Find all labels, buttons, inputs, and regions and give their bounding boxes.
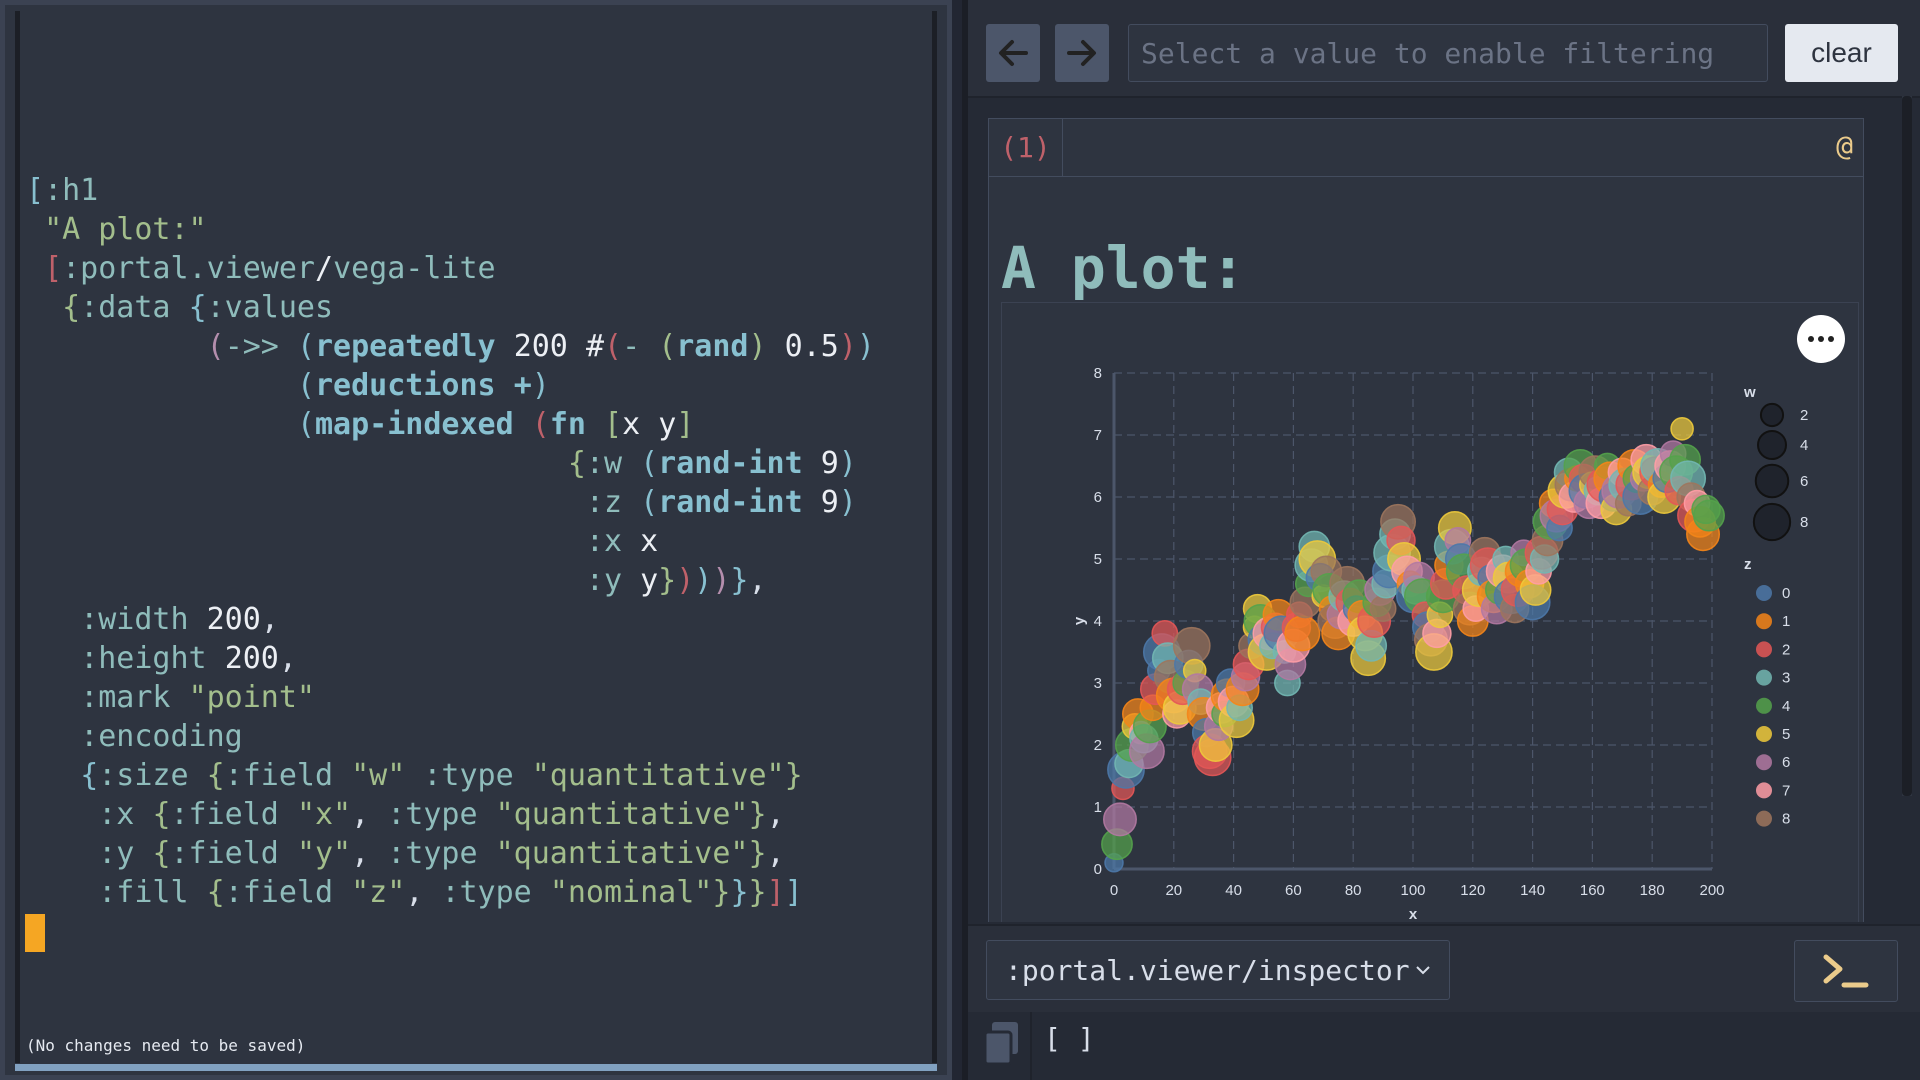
mode-line (15, 1064, 937, 1071)
y-tick-label: 0 (1094, 861, 1102, 878)
x-tick-label: 20 (1165, 882, 1182, 899)
color-legend-label: 3 (1782, 670, 1790, 687)
chart-canvas: 0 20 40 60 80 100 120 140 160 180 200012345678xyw2… (1071, 365, 1808, 922)
size-legend-label: 4 (1800, 437, 1808, 454)
clear-button[interactable]: clear (1785, 24, 1898, 82)
more-dots-icon (1808, 336, 1814, 342)
arrow-right-icon (1067, 40, 1096, 66)
color-legend-title: z (1744, 556, 1752, 573)
portal-toolbar: clear (968, 0, 1920, 98)
forward-button[interactable] (1055, 24, 1109, 82)
color-legend-symbol (1756, 697, 1772, 714)
color-legend-label: 0 (1782, 585, 1790, 602)
color-legend-symbol (1756, 726, 1772, 742)
copy-icon[interactable] (982, 1020, 1022, 1068)
x-tick-label: 40 (1225, 882, 1242, 899)
portal-panel: clear (1) @ A plot: 02040608010012014016… (962, 0, 1920, 1080)
vega-lite-chart: 0 20 40 60 80 100 120 140 160 180 200 0 1 2 3 4 5 6 7 8 x y w 2… (1001, 302, 1859, 922)
color-legend-symbol (1756, 585, 1772, 601)
y-tick-label: 6 (1094, 489, 1102, 506)
x-tick-label: 200 (1699, 882, 1724, 899)
scatter-point (1369, 595, 1397, 623)
color-legend-symbol (1756, 641, 1772, 658)
code-editor-pane[interactable]: [:h1 "A plot:" [:portal.viewer/vega-lite… (0, 0, 952, 1080)
chart-actions-menu-button[interactable] (1797, 315, 1845, 363)
size-legend-symbol (1754, 463, 1790, 499)
x-tick-label: 60 (1285, 882, 1302, 899)
y-tick-label: 4 (1094, 613, 1102, 630)
y-tick-label: 2 (1094, 737, 1102, 754)
y-tick-label: 1 (1094, 799, 1102, 816)
y-tick-label: 8 (1094, 365, 1102, 382)
y-axis-title: y (1071, 616, 1088, 625)
size-legend-title: w (1743, 384, 1756, 401)
scatter-point (1670, 416, 1694, 441)
x-tick-label: 180 (1640, 882, 1665, 899)
color-legend-label: 6 (1782, 754, 1790, 771)
page-title: A plot: (1001, 234, 1246, 302)
selection-status-row: [ ] (968, 1012, 1920, 1080)
x-tick-label: 120 (1460, 882, 1485, 899)
color-legend-symbol (1756, 782, 1772, 799)
x-tick-label: 140 (1520, 882, 1545, 899)
size-legend-symbol (1757, 430, 1787, 460)
color-legend-label: 8 (1782, 811, 1790, 828)
scrollbar-thumb[interactable] (1902, 96, 1912, 796)
x-tick-label: 0 (1110, 882, 1118, 899)
arrow-left-icon (999, 40, 1028, 66)
size-legend-label: 6 (1800, 473, 1808, 490)
x-tick-label: 100 (1400, 882, 1425, 899)
color-legend-symbol (1756, 754, 1772, 771)
size-legend-label: 2 (1800, 407, 1808, 424)
card-index-label[interactable]: (1) (989, 119, 1063, 176)
color-legend-symbol (1756, 810, 1772, 827)
scatter-point (1693, 499, 1725, 532)
size-legend-symbol (1759, 402, 1785, 428)
card-header: (1) @ (989, 119, 1863, 177)
y-tick-label: 5 (1094, 551, 1102, 568)
y-tick-label: 7 (1094, 427, 1102, 444)
divider (1030, 1012, 1032, 1080)
x-axis-title: x (1409, 906, 1418, 922)
color-legend-symbol (1756, 613, 1772, 630)
back-button[interactable] (986, 24, 1040, 82)
viewer-select-bar: :portal.viewer/inspector (968, 924, 1920, 1014)
viewer-select-value: :portal.viewer/inspector (1005, 953, 1410, 987)
color-legend-label: 1 (1782, 613, 1790, 630)
scatter-point (1284, 615, 1321, 652)
y-tick-label: 3 (1094, 675, 1102, 692)
color-legend-label: 4 (1782, 698, 1790, 715)
more-dots-icon (1818, 336, 1824, 342)
scatter-point (1172, 626, 1211, 665)
code-buffer[interactable]: [:h1 "A plot:" [:portal.viewer/vega-lite… (26, 173, 875, 910)
filter-input[interactable] (1128, 24, 1768, 82)
x-tick-label: 160 (1580, 882, 1605, 899)
editor-buffer[interactable]: [:h1 "A plot:" [:portal.viewer/vega-lite… (15, 11, 937, 1063)
color-legend-symbol (1756, 669, 1772, 686)
command-palette-button[interactable] (1794, 940, 1898, 1002)
vertical-scrollbar[interactable] (1902, 96, 1912, 796)
color-legend-label: 2 (1782, 641, 1790, 658)
color-legend-label: 5 (1782, 726, 1790, 743)
chevron-down-icon (1416, 966, 1430, 975)
minibuffer-message: (No changes need to be saved) (26, 1036, 306, 1055)
color-legend-label: 7 (1782, 782, 1790, 799)
terminal-prompt-icon (1823, 954, 1869, 988)
text-cursor (25, 914, 45, 952)
size-legend-label: 8 (1800, 514, 1808, 531)
scatter-point (1102, 802, 1137, 837)
viewer-scroll-area[interactable]: (1) @ A plot: 0 20 40 60 80 100 120 140 160 180 20… (988, 118, 1866, 922)
selected-value-text: [ ] (1044, 1022, 1095, 1055)
x-tick-label: 80 (1345, 882, 1362, 899)
value-card: (1) @ A plot: 0 20 40 60 80 100 120 140 160 180 20… (988, 118, 1864, 922)
more-dots-icon (1828, 336, 1834, 342)
size-legend-symbol (1752, 502, 1792, 542)
card-at-symbol[interactable]: @ (1836, 129, 1853, 162)
viewer-select[interactable]: :portal.viewer/inspector (986, 940, 1450, 1000)
